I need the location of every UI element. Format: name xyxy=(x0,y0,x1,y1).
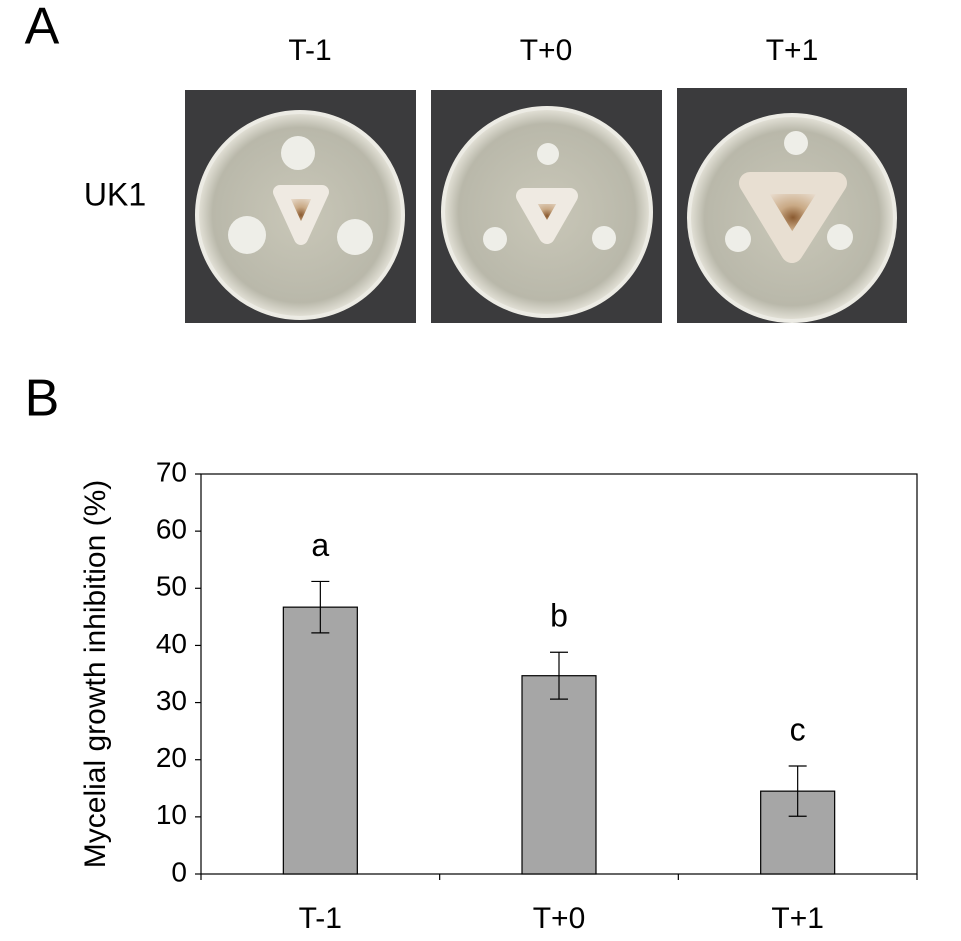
row-label: UK1 xyxy=(84,176,146,212)
bar xyxy=(282,606,358,875)
plate-photo xyxy=(431,90,662,323)
column-label: T-1 xyxy=(288,34,331,67)
y-tick-label: 60 xyxy=(156,514,187,545)
y-tick-label: 10 xyxy=(156,799,187,830)
y-tick-label: 20 xyxy=(156,742,187,773)
panel-label: B xyxy=(25,370,60,428)
y-tick-label: 50 xyxy=(156,571,187,602)
bar xyxy=(521,675,597,875)
y-axis-label: Mycelial growth inhibition (%) xyxy=(79,480,112,868)
panel-label: A xyxy=(25,0,60,56)
y-tick-label: 30 xyxy=(156,685,187,716)
plate-photo xyxy=(677,88,907,323)
x-tick-label: T+0 xyxy=(533,902,586,935)
y-tick-label: 0 xyxy=(171,856,187,887)
column-label: T+1 xyxy=(766,34,819,67)
plate-photo xyxy=(185,90,416,323)
x-tick-label: T+1 xyxy=(771,902,824,935)
significance-letter: c xyxy=(790,711,806,747)
significance-letter: b xyxy=(550,598,568,634)
y-tick-label: 40 xyxy=(156,628,187,659)
x-tick-label: T-1 xyxy=(299,902,342,935)
y-tick-label: 70 xyxy=(156,456,187,487)
significance-letter: a xyxy=(311,527,329,563)
column-label: T+0 xyxy=(520,34,573,67)
